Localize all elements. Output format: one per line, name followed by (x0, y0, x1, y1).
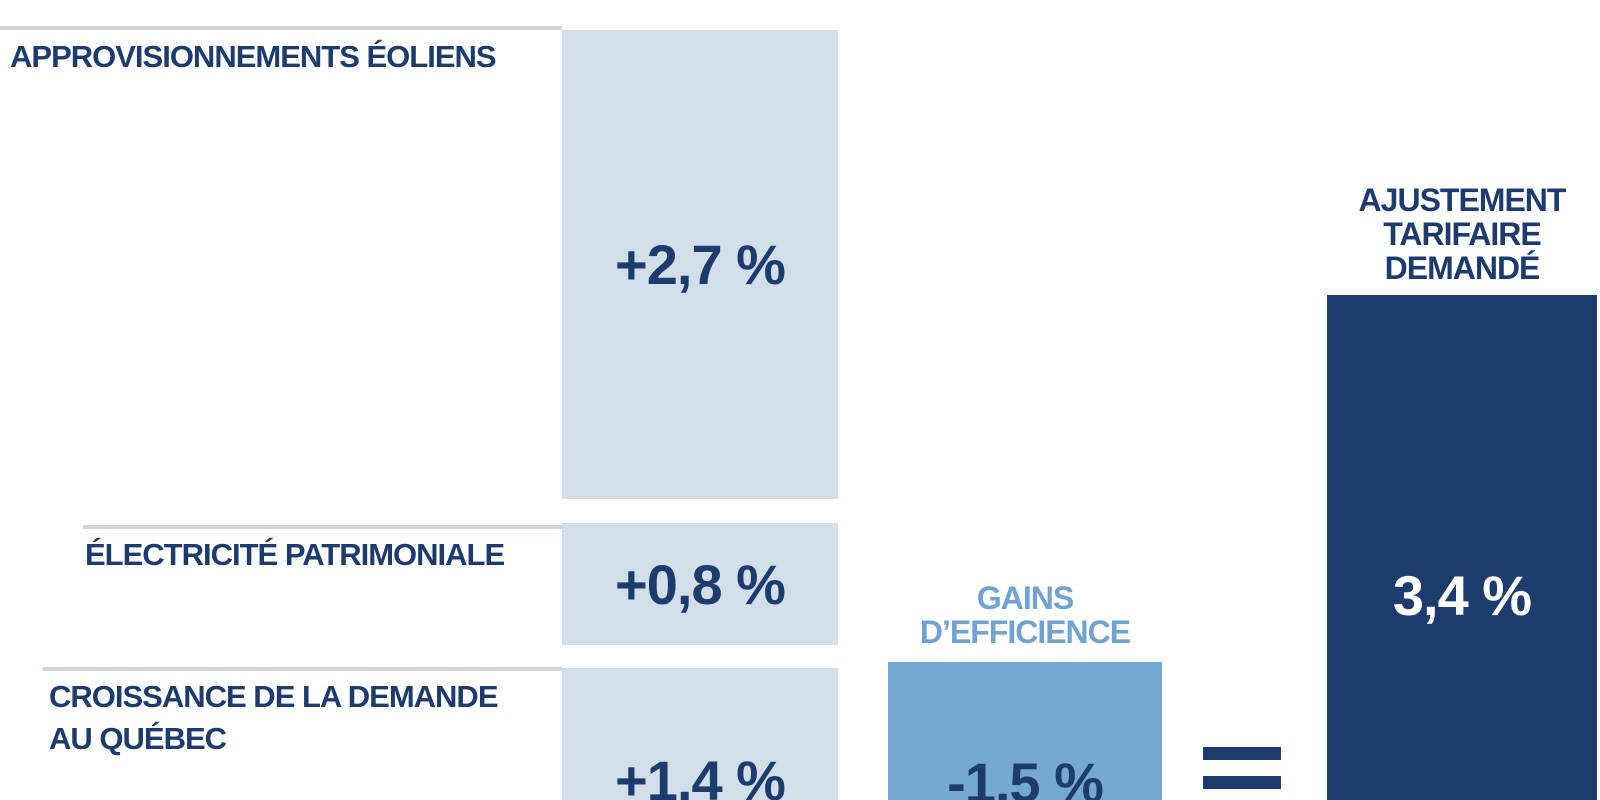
label-gains: GAINS D’EFFICIENCE (870, 581, 1180, 649)
label-ajustement-line1: AJUSTEMENT (1358, 182, 1567, 218)
value-croissance: +1,4 % (615, 748, 786, 800)
label-ajustement-line3: DEMANDÉ (1384, 250, 1541, 286)
equals-icon-top-bar (1203, 747, 1281, 760)
rule-patrimoniale (83, 525, 562, 529)
label-eoliens: APPROVISIONNEMENTS ÉOLIENS (10, 39, 497, 74)
label-croissance: CROISSANCE DE LA DEMANDE AU QUÉBEC (49, 676, 498, 760)
value-gains: -1,5 % (947, 750, 1104, 800)
rule-eoliens (0, 26, 562, 30)
label-patrimoniale: ÉLECTRICITÉ PATRIMONIALE (85, 537, 505, 572)
bar-eoliens: +2,7 % (562, 30, 838, 499)
label-gains-line2: D’EFFICIENCE (919, 614, 1131, 650)
bar-croissance: +1,4 % (562, 668, 838, 800)
label-gains-line1: GAINS (976, 580, 1074, 616)
rule-croissance (43, 667, 562, 671)
label-croissance-line1: CROISSANCE DE LA DEMANDE (49, 679, 498, 714)
label-ajustement-line2: TARIFAIRE (1383, 216, 1542, 252)
bar-patrimoniale: +0,8 % (562, 523, 838, 645)
label-croissance-line2: AU QUÉBEC (49, 721, 227, 756)
value-eoliens: +2,7 % (615, 233, 786, 296)
value-patrimoniale: +0,8 % (615, 552, 786, 616)
label-ajustement: AJUSTEMENT TARIFAIRE DEMANDÉ (1327, 183, 1597, 285)
bar-ajustement: 3,4 % (1327, 295, 1597, 800)
equals-icon-bottom-bar (1203, 776, 1281, 789)
equals-icon (1203, 747, 1281, 789)
bar-gains: -1,5 % (888, 662, 1162, 800)
value-ajustement: 3,4 % (1392, 563, 1532, 627)
